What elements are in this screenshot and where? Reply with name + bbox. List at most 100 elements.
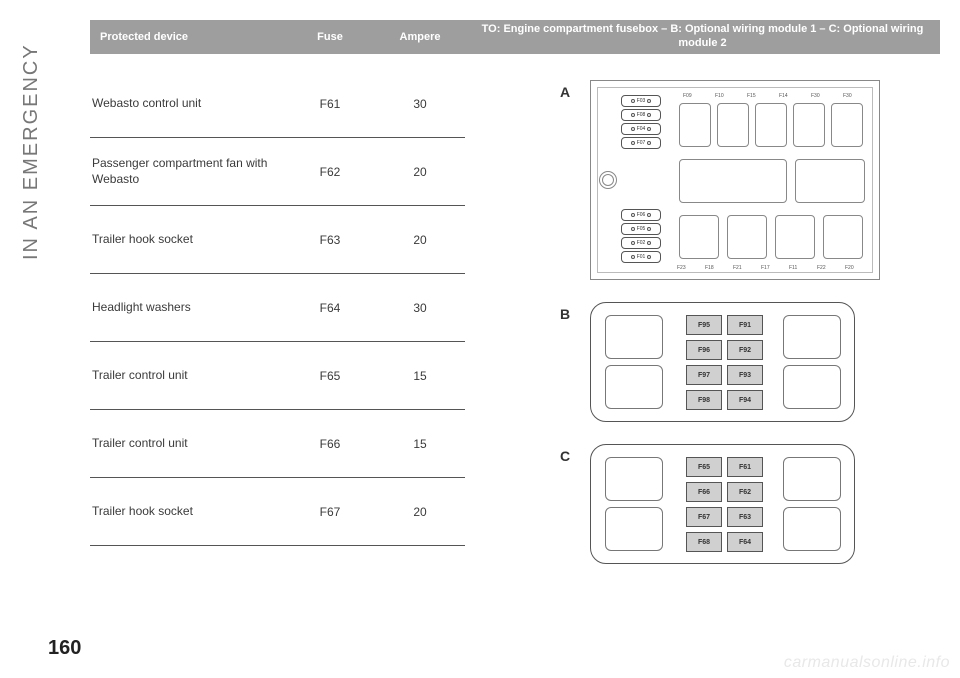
relay-slot: [605, 315, 663, 359]
label-F09: F09: [683, 93, 692, 99]
relay-slot: [679, 215, 719, 259]
label-F10: F10: [715, 93, 724, 99]
fuse-F67: F67: [686, 507, 722, 527]
cell-amp: 15: [375, 437, 465, 451]
relay-slot: [793, 103, 825, 147]
fuse-F02: F02: [621, 237, 661, 249]
cell-fuse: F62: [285, 165, 375, 179]
label-F17: F17: [761, 265, 770, 271]
cell-fuse: F65: [285, 369, 375, 383]
diagram-b-label: B: [560, 306, 578, 322]
cell-device: Trailer hook socket: [90, 504, 285, 520]
cell-amp: 20: [375, 505, 465, 519]
fuse-F97: F97: [686, 365, 722, 385]
fuse-F03: F03: [621, 95, 661, 107]
relay-slot: [679, 103, 711, 147]
cell-amp: 30: [375, 97, 465, 111]
label-F20: F20: [845, 265, 854, 271]
fuse-F95: F95: [686, 315, 722, 335]
relay-slot: [783, 315, 841, 359]
fuse-F07: F07: [621, 137, 661, 149]
table-row: Trailer control unitF6615: [90, 410, 465, 478]
relay-slot: [775, 215, 815, 259]
relay-slot: [795, 159, 865, 203]
side-label: IN AN EMERGENCY: [20, 43, 43, 260]
fuse-F65: F65: [686, 457, 722, 477]
cell-device: Trailer control unit: [90, 436, 285, 452]
label-F22: F22: [817, 265, 826, 271]
cell-fuse: F61: [285, 97, 375, 111]
diagram-a-wrap: A F03 F08 F04 F07 F06 F05 F02 F01 F09 F10 F15 F14 F3…: [560, 80, 880, 280]
label-F30: F30: [811, 93, 820, 99]
fuse-F68: F68: [686, 532, 722, 552]
table-row: Trailer hook socketF6320: [90, 206, 465, 274]
fuse-F93: F93: [727, 365, 763, 385]
fuse-F08: F08: [621, 109, 661, 121]
label-F30: F30: [843, 93, 852, 99]
cell-amp: 30: [375, 301, 465, 315]
cell-amp: 20: [375, 165, 465, 179]
diagram-c-fuses: F65F61F66F62F67F63F68F64: [686, 457, 763, 552]
hdr-location: TO: Engine compartment fusebox – B: Opti…: [465, 23, 940, 51]
diagram-a-label: A: [560, 84, 578, 100]
cell-fuse: F63: [285, 233, 375, 247]
cell-fuse: F67: [285, 505, 375, 519]
diagram-b: F95F91F96F92F97F93F98F94: [590, 302, 855, 422]
cell-device: Trailer hook socket: [90, 232, 285, 248]
diagrams-column: A F03 F08 F04 F07 F06 F05 F02 F01 F09 F10 F15 F14 F3…: [560, 80, 880, 586]
cell-amp: 15: [375, 369, 465, 383]
diagram-b-wrap: B F95F91F96F92F97F93F98F94: [560, 302, 880, 422]
fuse-F06: F06: [621, 209, 661, 221]
page-number: 160: [48, 637, 81, 660]
fuse-F04: F04: [621, 123, 661, 135]
table-row: Headlight washersF6430: [90, 274, 465, 342]
cell-device: Headlight washers: [90, 300, 285, 316]
cell-device: Webasto control unit: [90, 96, 285, 112]
cell-fuse: F64: [285, 301, 375, 315]
cell-device: Trailer control unit: [90, 368, 285, 384]
relay-slot: [755, 103, 787, 147]
label-F23: F23: [677, 265, 686, 271]
fuse-F61: F61: [727, 457, 763, 477]
fuse-F92: F92: [727, 340, 763, 360]
table-row: Trailer control unitF6515: [90, 342, 465, 410]
relay-slot: [605, 457, 663, 501]
content-area: Protected device Fuse Ampere TO: Engine …: [90, 20, 940, 54]
label-F11: F11: [789, 265, 797, 271]
fuse-F96: F96: [686, 340, 722, 360]
fuse-F91: F91: [727, 315, 763, 335]
table-row: Webasto control unitF6130: [90, 70, 465, 138]
fuse-F98: F98: [686, 390, 722, 410]
diagram-c-wrap: C F65F61F66F62F67F63F68F64: [560, 444, 880, 564]
label-F18: F18: [705, 265, 714, 271]
relay-slot: [783, 365, 841, 409]
hdr-ampere: Ampere: [375, 31, 465, 43]
relay-slot: [783, 457, 841, 501]
fuse-F63: F63: [727, 507, 763, 527]
fuse-F64: F64: [727, 532, 763, 552]
cell-device: Passenger compartment fan with Webasto: [90, 156, 285, 187]
label-F15: F15: [747, 93, 756, 99]
relay-slot: [831, 103, 863, 147]
fuse-F01: F01: [621, 251, 661, 263]
relay-slot: [823, 215, 863, 259]
diagram-c: F65F61F66F62F67F63F68F64: [590, 444, 855, 564]
relay-slot: [727, 215, 767, 259]
hdr-protected-device: Protected device: [90, 31, 285, 43]
relay-slot: [717, 103, 749, 147]
label-F14: F14: [779, 93, 788, 99]
relay-slot: [679, 159, 787, 203]
cell-fuse: F66: [285, 437, 375, 451]
relay-slot: [605, 507, 663, 551]
fuse-F05: F05: [621, 223, 661, 235]
fuse-F62: F62: [727, 482, 763, 502]
relay-slot: [605, 365, 663, 409]
label-F21: F21: [733, 265, 742, 271]
table-row: Passenger compartment fan with WebastoF6…: [90, 138, 465, 206]
diagram-a: F03 F08 F04 F07 F06 F05 F02 F01 F09 F10 F15 F14 F30 F…: [590, 80, 880, 280]
fuse-table: Webasto control unitF6130Passenger compa…: [90, 70, 465, 546]
cell-amp: 20: [375, 233, 465, 247]
table-header: Protected device Fuse Ampere TO: Engine …: [90, 20, 940, 54]
fuse-F94: F94: [727, 390, 763, 410]
diagram-b-fuses: F95F91F96F92F97F93F98F94: [686, 315, 763, 410]
